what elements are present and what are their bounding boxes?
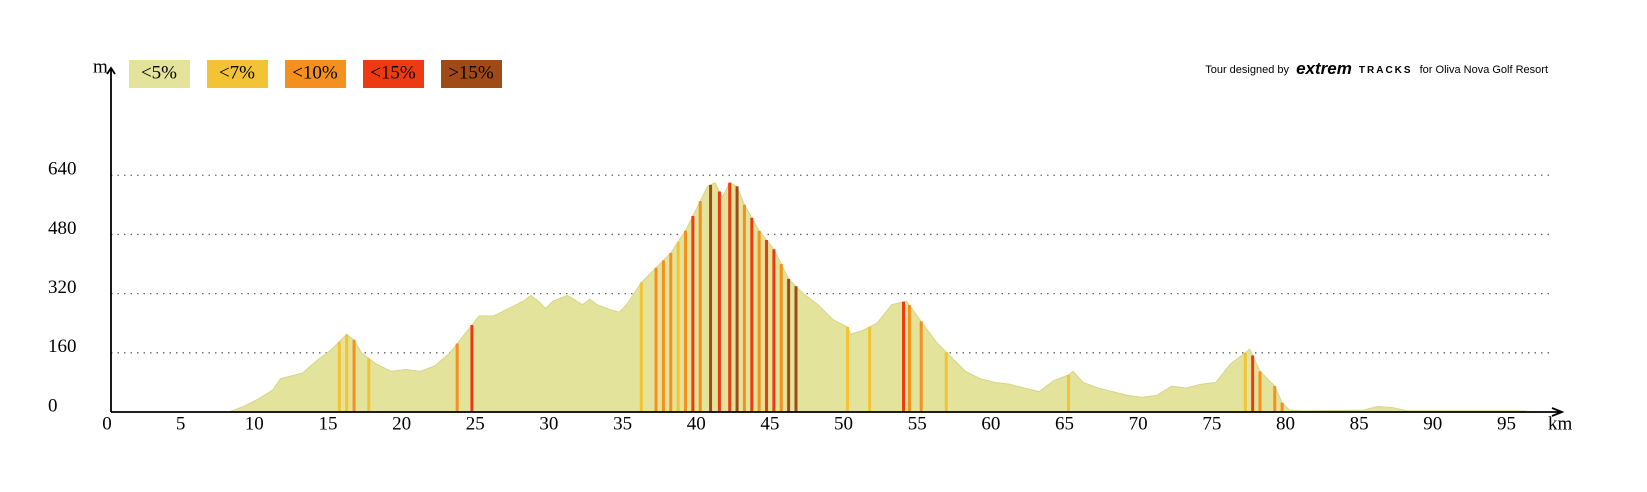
gradient-strip (470, 325, 474, 412)
gradient-strip (1243, 352, 1247, 412)
legend-label: <15% (370, 62, 416, 83)
legend-label: <7% (219, 62, 255, 83)
gradient-strip (1067, 375, 1071, 412)
x-tick-label: 0 (102, 413, 112, 434)
gradient-strip (352, 339, 356, 412)
y-tick-label: 640 (48, 159, 77, 180)
y-axis (106, 66, 116, 412)
gradient-strip (709, 184, 713, 412)
credit-suffix: for Oliva Nova Golf Resort (1420, 64, 1548, 76)
x-tick-label: 40 (687, 413, 706, 434)
gradient-strip (698, 201, 702, 412)
x-tick-label: 25 (466, 413, 485, 434)
gradient-strip (654, 267, 658, 412)
x-tick-label: 10 (245, 413, 264, 434)
x-tick-label: 5 (176, 413, 186, 434)
gradient-strip (676, 241, 680, 412)
gradient-strip (669, 252, 673, 412)
credit: Tour designed by extrem TRACKS for Oliva… (1205, 59, 1548, 78)
legend-label: <10% (292, 62, 338, 83)
gradient-strip (684, 230, 688, 412)
legend-swatch (363, 60, 424, 88)
y-tick-label: 160 (48, 336, 77, 357)
y-axis-label: m (93, 56, 108, 77)
gradient-strip (907, 305, 911, 412)
gradient-strip (794, 286, 798, 412)
legend-swatch (441, 60, 502, 88)
gradient-strip (944, 352, 948, 412)
gradient-strip (868, 326, 872, 412)
x-tick-label: 20 (392, 413, 411, 434)
gradient-strip (846, 326, 850, 412)
x-tick-label: 35 (613, 413, 632, 434)
y-tick-label: 480 (48, 218, 77, 239)
gradient-strip (1273, 386, 1277, 412)
x-tick-label: 90 (1423, 413, 1442, 434)
x-tick-label: 45 (760, 413, 779, 434)
x-tick-label: 95 (1497, 413, 1516, 434)
credit-brand-suffix: TRACKS (1359, 65, 1413, 76)
gradient-strip (750, 217, 754, 412)
x-tick-label: 15 (318, 413, 337, 434)
y-tick-label: 320 (48, 277, 77, 298)
gradient-strip (367, 358, 371, 412)
gradient-strip (661, 260, 665, 412)
gradient-strip (757, 230, 761, 412)
y-tick-label: 0 (48, 395, 58, 416)
x-tick-label: 50 (834, 413, 853, 434)
gradient-strip (919, 321, 923, 412)
gradient-strip (691, 215, 695, 412)
gradient-strip (1258, 371, 1262, 412)
gradient-strip (742, 204, 746, 412)
legend-label: >15% (448, 62, 494, 83)
x-tick-label: 30 (539, 413, 558, 434)
gradient-strip (779, 264, 783, 412)
gradient-strip (772, 249, 776, 412)
x-tick-label: 55 (908, 413, 927, 434)
elevation-area (111, 181, 1526, 413)
x-tick-label: 70 (1129, 413, 1148, 434)
x-tick-label: 65 (1055, 413, 1074, 434)
legend-swatch (129, 60, 190, 88)
gradient-strip (765, 240, 769, 412)
x-tick-label: 60 (981, 413, 1000, 434)
legend-label: <5% (141, 62, 177, 83)
gradient-strip (787, 278, 791, 412)
x-tick-label: 80 (1276, 413, 1295, 434)
gradient-strip (1251, 355, 1255, 412)
gradient-strip (455, 343, 459, 412)
legend-swatch (207, 60, 268, 88)
gradient-strip (728, 182, 732, 412)
legend-swatch (285, 60, 346, 88)
credit-brand: extrem (1296, 59, 1352, 78)
gradient-strip (735, 186, 739, 412)
gradient-strip (639, 282, 643, 412)
gradient-strip (1280, 402, 1284, 412)
x-tick-label: 85 (1350, 413, 1369, 434)
gradient-strip (902, 301, 906, 412)
gradient-strip (337, 341, 341, 412)
x-axis (111, 407, 1565, 417)
credit-prefix: Tour designed by (1205, 64, 1289, 76)
x-axis-label: km (1548, 413, 1573, 434)
x-tick-label: 75 (1202, 413, 1221, 434)
gradient-strip (717, 191, 721, 412)
gradient-strip (345, 334, 349, 412)
